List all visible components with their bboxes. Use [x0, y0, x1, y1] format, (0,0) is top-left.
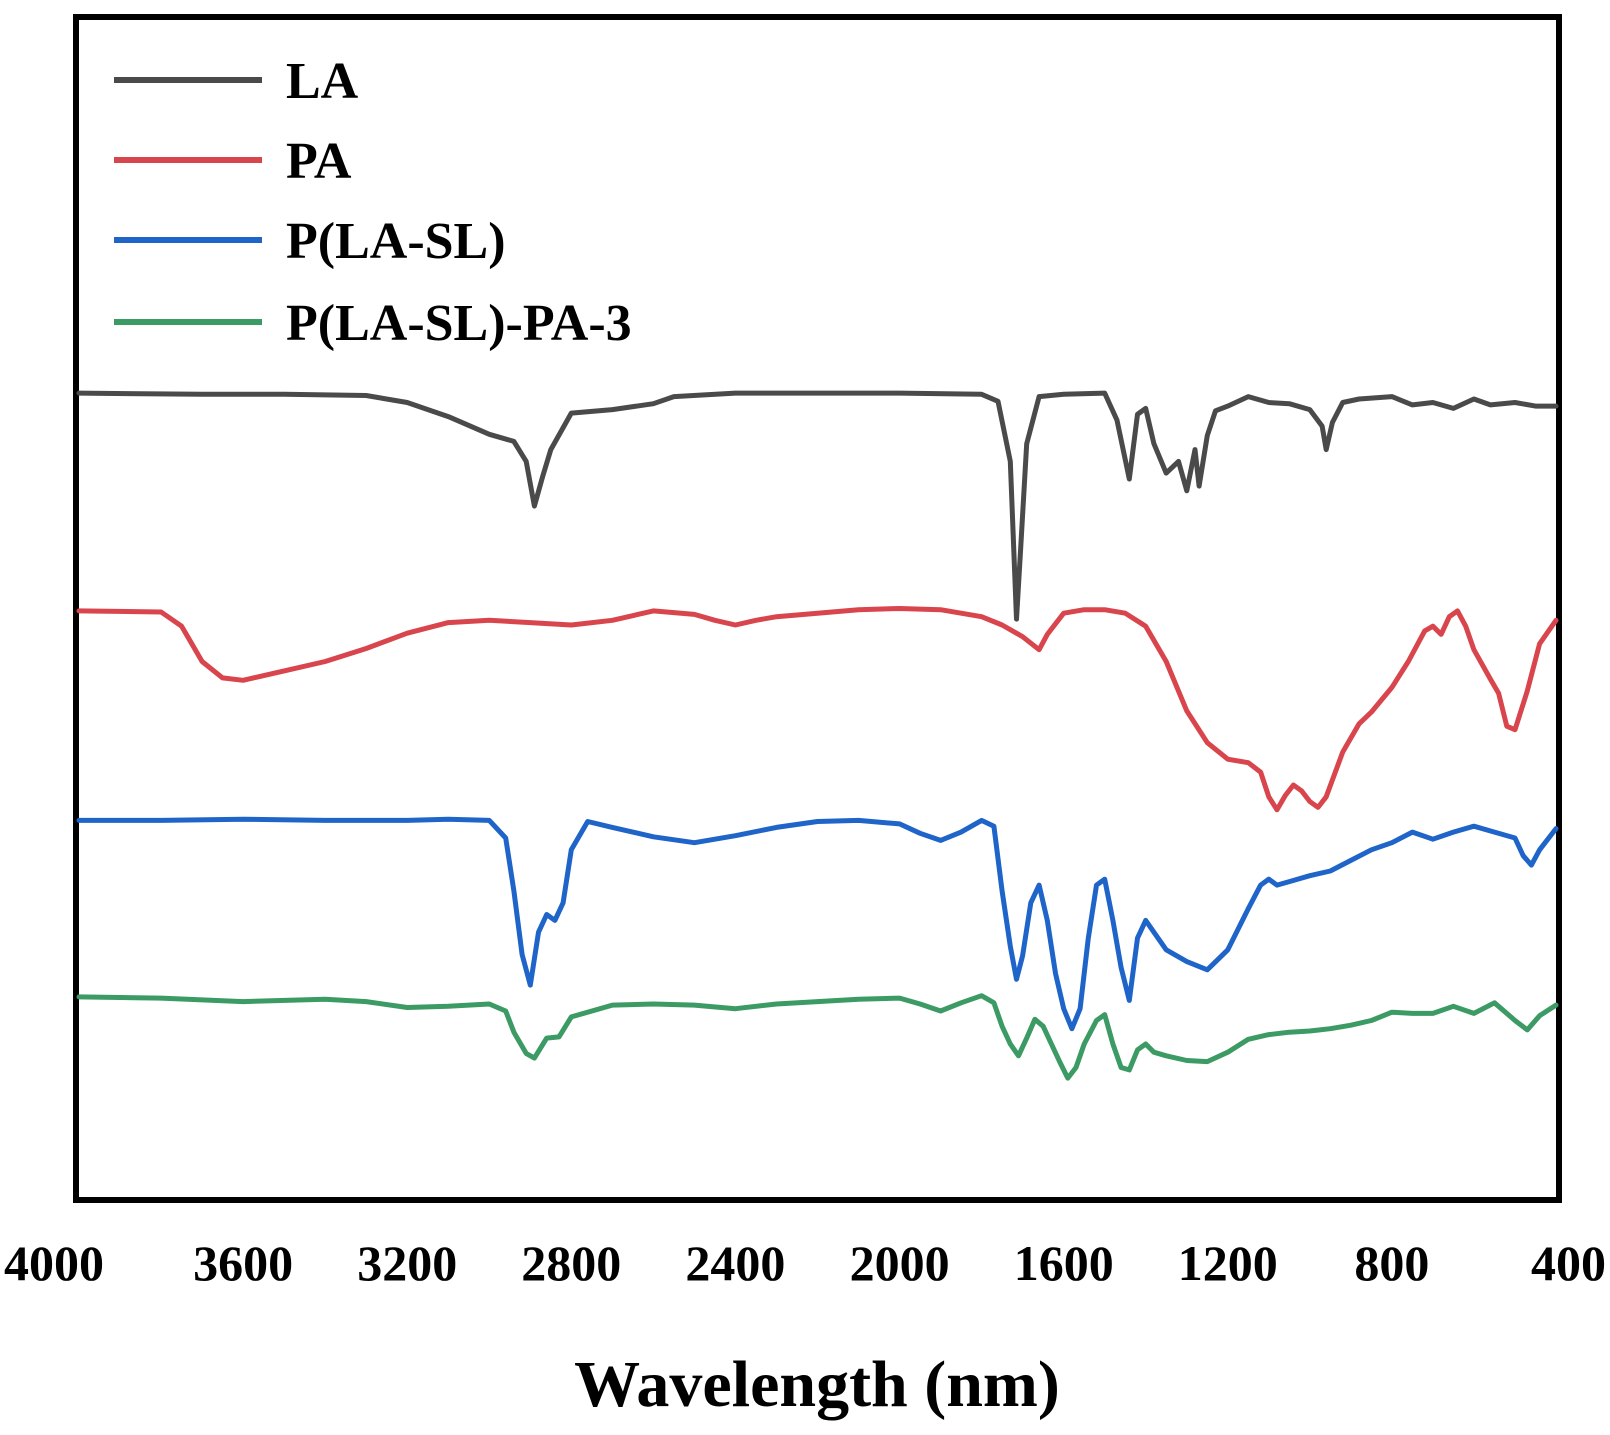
- x-tick-label: 2000: [850, 1235, 950, 1291]
- x-tick-label: 1200: [1178, 1235, 1278, 1291]
- series-line-1: [76, 606, 1559, 813]
- series-line-0: [76, 390, 1559, 622]
- plot-frame: [73, 14, 1562, 1203]
- x-tick-label: 3600: [193, 1235, 293, 1291]
- x-tick-label: 2800: [521, 1235, 621, 1291]
- x-tick-label: 800: [1354, 1235, 1429, 1291]
- series-layer: [76, 390, 1559, 1081]
- legend: LA PA P(LA-SL) P(LA-SL)-PA-3: [114, 53, 632, 352]
- x-tick-label: 400: [1531, 1235, 1606, 1291]
- legend-label-3: P(LA-SL)-PA-3: [286, 295, 632, 352]
- x-axis-title: Wavelength (nm): [574, 1348, 1060, 1421]
- x-tick-label: 3200: [357, 1235, 457, 1291]
- x-axis-ticks: 4000 3600 3200 2800 2400 2000 1600 1200 800 400: [4, 1235, 1606, 1291]
- series-line-2: [76, 816, 1559, 1032]
- legend-label-1: PA: [286, 133, 352, 190]
- legend-label-0: LA: [286, 53, 359, 110]
- x-tick-label: 1600: [1014, 1235, 1114, 1291]
- x-tick-label: 2400: [685, 1235, 785, 1291]
- legend-label-2: P(LA-SL): [286, 213, 506, 270]
- x-tick-label: 4000: [4, 1235, 104, 1291]
- series-line-3: [76, 993, 1559, 1081]
